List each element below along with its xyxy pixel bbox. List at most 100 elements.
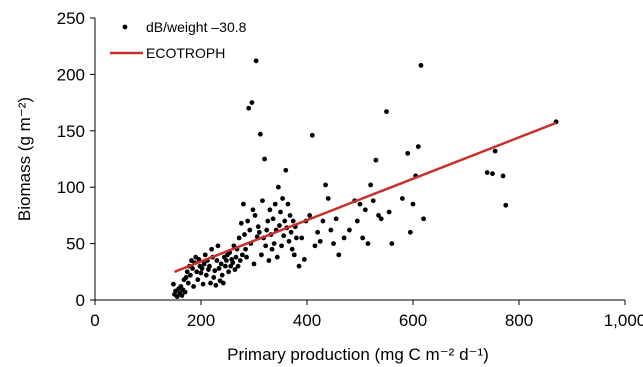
scatter-point — [245, 218, 251, 224]
scatter-point — [247, 227, 253, 233]
scatter-point — [195, 277, 201, 283]
fit-lines — [174, 121, 557, 273]
x-axis-ticks: 0 200 400 600 800 1,000 — [90, 300, 643, 330]
scatter-point — [200, 281, 206, 287]
scatter-point — [270, 216, 276, 222]
x-tick-label: 200 — [187, 311, 215, 330]
scatter-point — [226, 269, 231, 275]
scatter-point — [201, 261, 207, 267]
scatter-point — [291, 252, 297, 258]
scatter-point — [233, 254, 239, 260]
scatter-point — [183, 275, 189, 280]
scatter-point — [323, 182, 328, 188]
scatter-point — [242, 232, 247, 237]
y-tick-label: 250 — [57, 9, 85, 28]
scatter-point — [267, 207, 273, 213]
scatter-point — [257, 131, 263, 137]
legend-marker-scatter — [122, 24, 128, 30]
scatter-point — [232, 267, 238, 272]
scatter-point — [208, 280, 213, 286]
scatter-point — [185, 280, 191, 286]
scatter-point — [251, 261, 257, 267]
scatter-point — [213, 282, 219, 288]
scatter-point — [190, 266, 195, 271]
scatter-point — [246, 105, 252, 111]
scatter-point — [289, 246, 295, 252]
scatter-point — [266, 258, 272, 263]
scatter-point — [199, 266, 205, 271]
scatter-point — [252, 213, 258, 218]
scatter-point — [272, 201, 278, 207]
scatter-point — [287, 213, 293, 218]
scatter-point — [250, 207, 256, 213]
scatter-point — [368, 182, 373, 188]
y-axis-title: Biomass (g m⁻²) — [15, 97, 34, 221]
scatter-point — [357, 201, 363, 207]
scatter-point — [275, 184, 281, 190]
y-tick-label: 200 — [57, 65, 85, 84]
legend-label-scatter: dB/weight –30.8 — [146, 19, 247, 35]
scatter-point — [191, 284, 196, 289]
scatter-point — [230, 260, 236, 266]
scatter-point — [260, 198, 265, 204]
scatter-point — [244, 254, 249, 260]
scatter-point — [279, 243, 284, 249]
x-axis-title: Primary production (mg C m⁻² d⁻¹) — [227, 345, 489, 364]
scatter-point — [224, 258, 229, 263]
scatter-point — [214, 258, 220, 263]
scatter-point — [220, 280, 226, 286]
scatter-point — [236, 235, 242, 241]
scatter-point — [203, 272, 209, 278]
scatter-point — [265, 218, 271, 224]
y-tick-label: 100 — [57, 178, 85, 197]
scatter-point — [255, 224, 261, 230]
scatter-point — [280, 196, 286, 201]
scatter-point — [263, 243, 269, 249]
scatter-point — [271, 241, 277, 247]
scatter-point — [354, 218, 360, 224]
scatter-point — [325, 196, 331, 201]
ecotroph-line — [174, 121, 557, 273]
scatter-point — [362, 207, 368, 213]
scatter-point — [216, 266, 222, 271]
scatter-point — [215, 243, 221, 249]
scatter-point — [277, 223, 282, 228]
scatter-point — [219, 272, 225, 278]
scatter-points — [171, 58, 559, 300]
scatter-point — [237, 258, 243, 263]
scatter-point — [328, 227, 334, 233]
scatter-point — [492, 148, 498, 154]
scatter-point — [182, 289, 188, 295]
scatter-point — [418, 62, 424, 68]
scatter-point — [174, 294, 180, 300]
legend-label-line: ECOTROPH — [146, 45, 225, 61]
scatter-point — [421, 216, 426, 222]
scatter-point — [299, 235, 305, 241]
scatter-point — [386, 209, 392, 215]
x-tick-label: 400 — [293, 311, 321, 330]
scatter-point — [410, 201, 416, 207]
scatter-point — [239, 252, 245, 258]
scatter-point — [184, 269, 190, 275]
scatter-point — [202, 252, 208, 258]
scatter-point — [256, 229, 262, 235]
scatter-point — [309, 132, 315, 138]
y-tick-label: 0 — [76, 291, 85, 310]
scatter-point — [294, 235, 299, 241]
x-tick-label: 600 — [399, 311, 427, 330]
scatter-point — [370, 198, 376, 204]
y-axis-ticks: 0 50 100 150 200 250 — [57, 9, 95, 310]
scatter-point — [378, 216, 384, 222]
scatter-point — [317, 238, 323, 244]
scatter-point — [373, 157, 379, 163]
scatter-point — [290, 218, 296, 224]
scatter-point — [285, 201, 291, 207]
scatter-point — [415, 144, 421, 149]
scatter-point — [288, 229, 294, 235]
scatter-point — [333, 216, 339, 222]
scatter-point — [360, 235, 366, 241]
scatter-point — [283, 167, 289, 173]
scatter-point — [296, 263, 302, 269]
scatter-point — [243, 246, 248, 252]
